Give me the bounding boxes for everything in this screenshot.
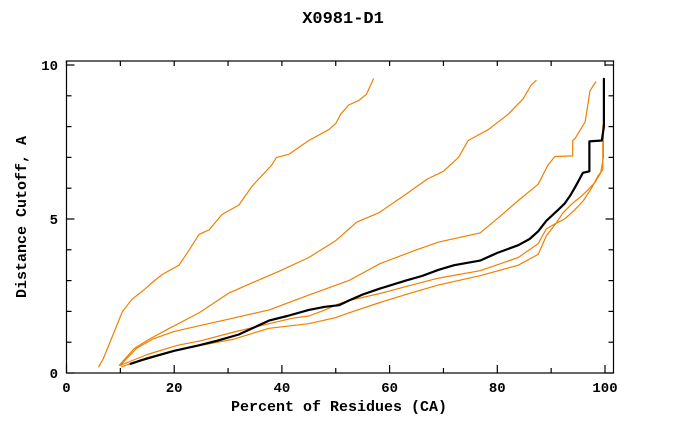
y-tick-label: 5 — [50, 213, 58, 229]
curve-orange-curve-1 — [98, 78, 374, 368]
x-tick-label: 0 — [62, 381, 70, 397]
plot-frame — [65, 60, 615, 374]
x-tick-label: 80 — [489, 381, 506, 397]
x-tick-label: 60 — [381, 381, 398, 397]
y-axis-title: Distance Cutoff, A — [14, 136, 31, 298]
chart-title: X0981-D1 — [302, 10, 384, 29]
x-tick-label: 100 — [592, 381, 617, 397]
curve-orange-curve-2 — [118, 79, 537, 366]
y-tick-label: 0 — [50, 367, 58, 383]
axis-ticks — [65, 61, 614, 374]
x-tick-label: 40 — [273, 381, 290, 397]
y-tick-label: 10 — [41, 59, 58, 75]
curves — [98, 77, 606, 368]
tick-labels: 0 20 40 60 80 100 0 5 10 — [41, 59, 617, 397]
frame-box — [65, 60, 615, 374]
curve-orange-curve-5 — [120, 125, 605, 368]
curve-orange-curve-4 — [119, 124, 604, 366]
curve-black-main-curve — [129, 77, 606, 365]
x-tick-label: 20 — [166, 381, 183, 397]
x-axis-title: Percent of Residues (CA) — [231, 399, 447, 416]
curve-orange-curve-3 — [119, 81, 597, 366]
